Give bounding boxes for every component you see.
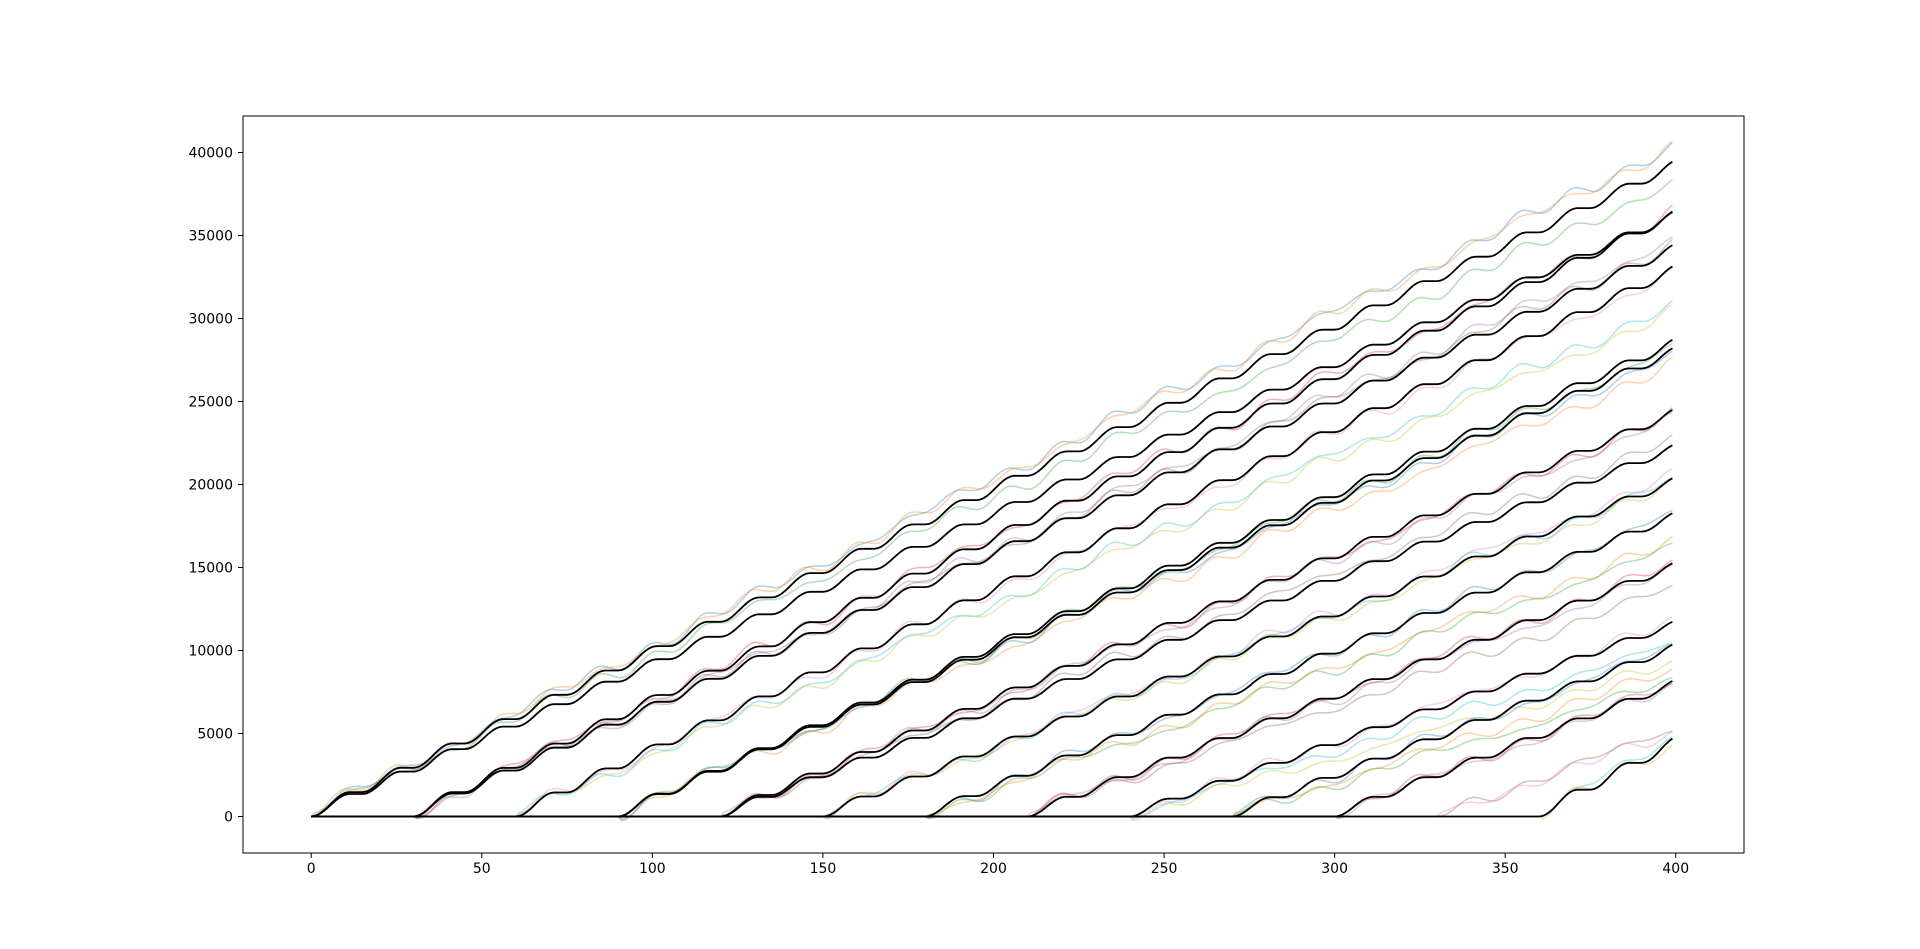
y-tick-label: 15000 [188, 560, 233, 576]
x-tick-label: 250 [1151, 861, 1178, 877]
y-tick-label: 5000 [197, 726, 233, 742]
x-tick-label: 0 [307, 861, 316, 877]
estimate-line [310, 179, 1673, 818]
reference-line [311, 160, 1673, 818]
x-tick-label: 100 [639, 861, 666, 877]
y-tick-label: 20000 [188, 478, 233, 494]
y-tick-label: 10000 [188, 643, 233, 659]
estimate-line [311, 267, 1673, 818]
reference-line [311, 737, 1673, 818]
x-tick-label: 300 [1321, 861, 1348, 877]
y-tick-label: 35000 [188, 229, 233, 245]
x-tick-label: 200 [980, 861, 1007, 877]
y-axis: 0 5000 10000 15000 20000 25000 30000 35000 40000 [188, 146, 243, 825]
y-tick-label: 0 [224, 809, 233, 825]
y-tick-label: 30000 [188, 312, 233, 328]
x-tick-label: 150 [810, 861, 837, 877]
x-tick-label: 400 [1662, 861, 1689, 877]
estimate-line [311, 140, 1673, 818]
reference-line [311, 265, 1673, 818]
reference-series-group [311, 160, 1673, 818]
estimate-line [311, 299, 1673, 818]
x-tick-label: 50 [473, 861, 491, 877]
estimate-line [310, 141, 1673, 818]
y-tick-label: 40000 [188, 146, 233, 162]
y-tick-label: 25000 [188, 395, 233, 411]
x-axis: 0 50 100 150 200 250 300 350 400 [307, 853, 1689, 877]
reference-line [311, 211, 1673, 818]
x-tick-label: 350 [1492, 861, 1519, 877]
reference-line [311, 244, 1673, 818]
reference-line [311, 210, 1673, 818]
